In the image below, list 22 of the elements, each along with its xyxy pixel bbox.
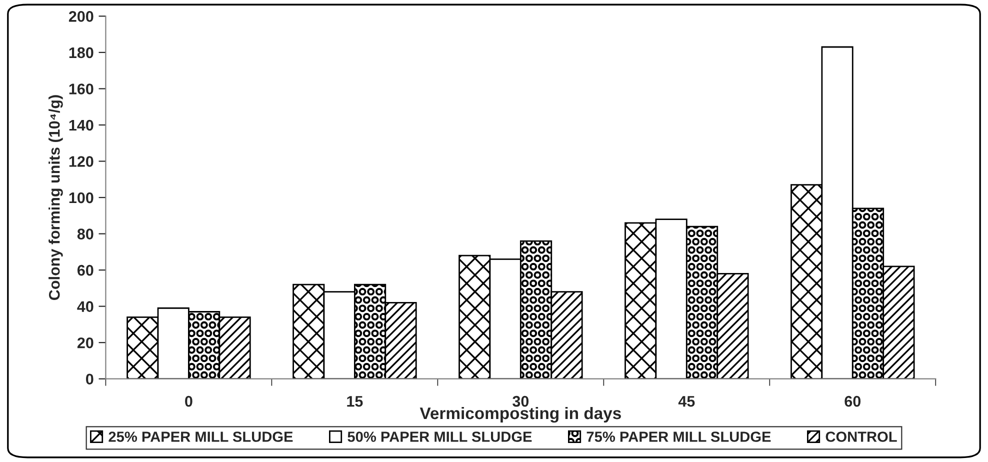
y-tick-label: 100: [69, 192, 94, 204]
y-tick-label: 180: [69, 47, 94, 58]
x-tick-label: 30: [512, 396, 529, 407]
y-axis-title: Colony forming units (10⁴/g): [48, 95, 63, 300]
x-tick-label: 60: [844, 396, 861, 407]
x-tick-label: 45: [678, 396, 695, 407]
y-tick-label: 60: [77, 264, 94, 276]
y-tick-label: 120: [69, 156, 94, 167]
legend-label: CONTROL: [826, 432, 897, 442]
legend-label: 75% PAPER MILL SLUDGE: [586, 432, 771, 442]
y-tick-label: 200: [68, 11, 94, 22]
x-tick-label: 15: [347, 396, 363, 407]
y-tick-label: 20: [77, 337, 94, 348]
y-tick-label: 40: [77, 301, 94, 312]
y-tick-label: 140: [69, 120, 94, 131]
x-tick-label: 0: [185, 396, 192, 407]
x-axis-title: Vermicomposting in days: [420, 406, 621, 423]
legend-label: 50% PAPER MILL SLUDGE: [348, 432, 532, 442]
y-tick-label: 80: [77, 228, 94, 240]
y-tick-label: 0: [86, 374, 94, 385]
legend-label: 25% PAPER MILL SLUDGE: [108, 432, 293, 442]
y-tick-label: 160: [69, 84, 94, 94]
